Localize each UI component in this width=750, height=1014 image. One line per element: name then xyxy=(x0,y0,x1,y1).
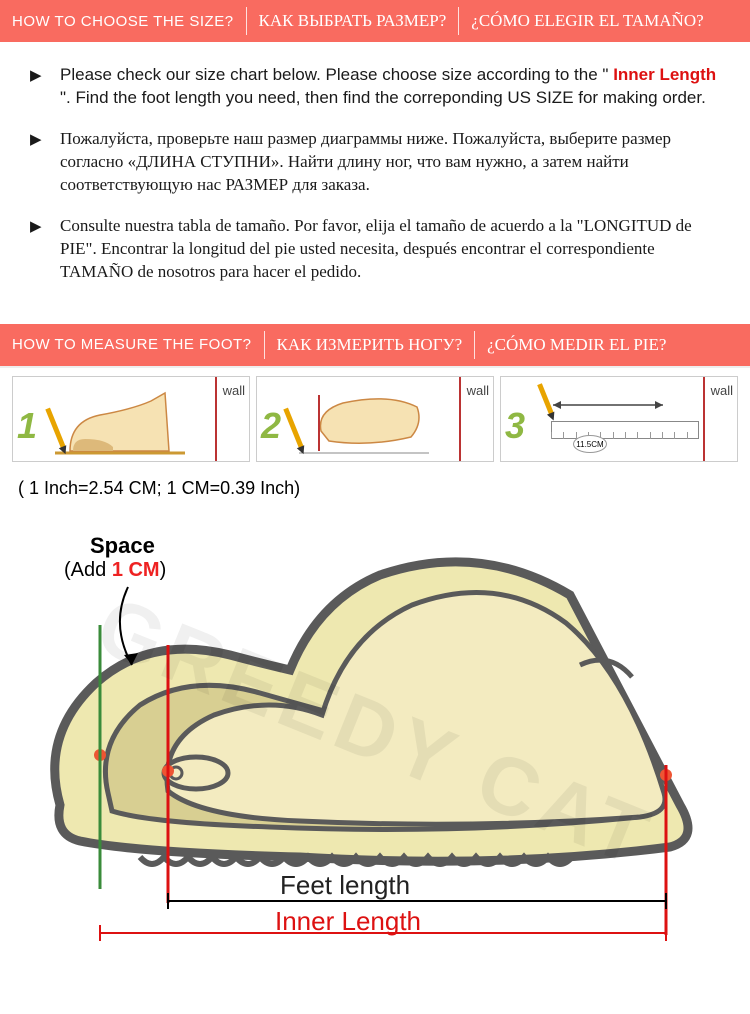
arrow-icon xyxy=(543,383,673,423)
para-en-post: ". Find the foot length you need, then f… xyxy=(60,88,706,107)
measure-foot-banner: HOW TO MEASURE THE FOOT? КАК ИЗМЕРИТЬ НО… xyxy=(0,324,750,366)
step-3: 3 wall 11.5CM xyxy=(500,376,738,462)
para-en-text: Please check our size chart below. Pleas… xyxy=(60,64,720,110)
banner2-en: HOW TO MEASURE THE FOOT? xyxy=(12,336,252,353)
banner1-es: ¿CÓMO ELEGIR EL TAMAÑO? xyxy=(471,11,703,31)
wall-line-icon xyxy=(215,377,217,461)
conversion-note: ( 1 Inch=2.54 CM; 1 CM=0.39 Inch) xyxy=(0,464,750,505)
space-label: Space xyxy=(90,533,155,559)
para-es: ▶ Consulte nuestra tabla de tamaño. Por … xyxy=(30,215,720,284)
cm-circle: 11.5CM xyxy=(573,435,607,453)
para-ru-text: Пожалуйста, проверьте наш размер диаграм… xyxy=(60,128,720,197)
banner2-ru: КАК ИЗМЕРИТЬ НОГУ? xyxy=(277,335,463,355)
wall-line-icon xyxy=(703,377,705,461)
banner1-ru: КАК ВЫБРАТЬ РАЗМЕР? xyxy=(259,11,447,31)
bullet-icon: ▶ xyxy=(30,64,60,110)
banner1-en: HOW TO CHOOSE THE SIZE? xyxy=(12,13,234,30)
bullet-icon: ▶ xyxy=(30,215,60,284)
divider xyxy=(474,331,475,359)
bullet-icon: ▶ xyxy=(30,128,60,197)
foot-top-icon xyxy=(299,383,429,459)
wall-line-icon xyxy=(459,377,461,461)
feet-length-label: Feet length xyxy=(280,870,410,901)
instructions-block: ▶ Please check our size chart below. Ple… xyxy=(0,42,750,324)
step-1: 1 wall xyxy=(12,376,250,462)
inner-length-em: Inner Length xyxy=(613,65,716,84)
step-num-2: 2 xyxy=(261,405,281,447)
inner-length-label: Inner Length xyxy=(275,906,421,937)
size-choice-banner: HOW TO CHOOSE THE SIZE? КАК ВЫБРАТЬ РАЗМ… xyxy=(0,0,750,42)
foot-side-icon xyxy=(55,383,185,459)
space-sub-label: (Add 1 CM) xyxy=(64,559,166,582)
space-sub-em: 1 CM xyxy=(112,559,160,581)
banner2-es: ¿CÓMO MEDIR EL PIE? xyxy=(487,335,666,355)
divider xyxy=(264,331,265,359)
step-num-1: 1 xyxy=(17,405,37,447)
wall-label: wall xyxy=(467,383,489,398)
ruler-ticks xyxy=(551,421,699,439)
shoe-diagram: GREEDY CAT Spac xyxy=(0,505,750,945)
para-en-pre: Please check our size chart below. Pleas… xyxy=(60,65,613,84)
step-num-3: 3 xyxy=(505,405,525,447)
step-2: 2 wall xyxy=(256,376,494,462)
divider xyxy=(246,7,247,35)
measure-steps-row: 1 wall 2 wall 3 wall xyxy=(0,366,750,464)
para-en: ▶ Please check our size chart below. Ple… xyxy=(30,64,720,110)
space-sub-post: ) xyxy=(160,559,167,581)
wall-label: wall xyxy=(223,383,245,398)
para-es-text: Consulte nuestra tabla de tamaño. Por fa… xyxy=(60,215,720,284)
wall-label: wall xyxy=(711,383,733,398)
para-ru: ▶ Пожалуйста, проверьте наш размер диагр… xyxy=(30,128,720,197)
space-sub-pre: (Add xyxy=(64,559,112,581)
divider xyxy=(458,7,459,35)
